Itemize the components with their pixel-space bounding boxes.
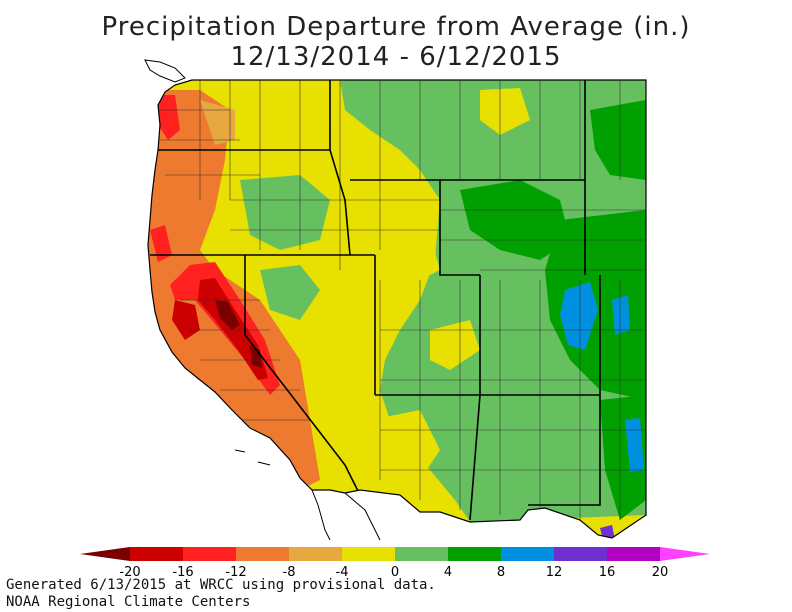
map-date-range: 12/13/2014 - 6/12/2015 (230, 42, 562, 72)
color-legend: -20 -16 -12 -8 -4 0 4 8 12 16 20 (80, 547, 710, 580)
legend-swatch (501, 547, 554, 561)
legend-tick-label: 0 (391, 565, 399, 580)
legend-tick-label: -20 (119, 565, 140, 580)
islands (144, 59, 271, 466)
legend-tick-label: 4 (444, 565, 452, 580)
legend-arrow-high (660, 547, 710, 561)
legend-tick-label: -4 (336, 565, 349, 580)
legend-tick-label: 12 (546, 565, 563, 580)
legend-tick-label: -16 (172, 565, 193, 580)
legend-swatch (395, 547, 448, 561)
coastline (147, 79, 647, 539)
legend-swatch (289, 547, 342, 561)
legend-arrow-low (80, 547, 130, 561)
legend-swatch (183, 547, 236, 561)
legend-swatch (130, 547, 183, 561)
legend-tick-label: -12 (225, 565, 246, 580)
footer-credit: NOAA Regional Climate Centers (6, 594, 251, 610)
footer-generated-note: Generated 6/13/2015 at WRCC using provis… (6, 577, 436, 593)
legend-swatch (342, 547, 395, 561)
legend-tick-label: 20 (652, 565, 669, 580)
legend-swatch (554, 547, 607, 561)
state-boundaries (150, 80, 601, 521)
precipitation-field (148, 80, 646, 538)
legend-tick-label: 8 (497, 565, 505, 580)
legend-swatch (448, 547, 501, 561)
legend-swatch (236, 547, 289, 561)
legend-tick-label: 16 (599, 565, 616, 580)
map-title: Precipitation Departure from Average (in… (101, 12, 691, 42)
mexico-border-lines (311, 489, 381, 540)
legend-swatch (607, 547, 660, 561)
precipitation-map (144, 59, 647, 540)
legend-tick-label: -8 (283, 565, 296, 580)
